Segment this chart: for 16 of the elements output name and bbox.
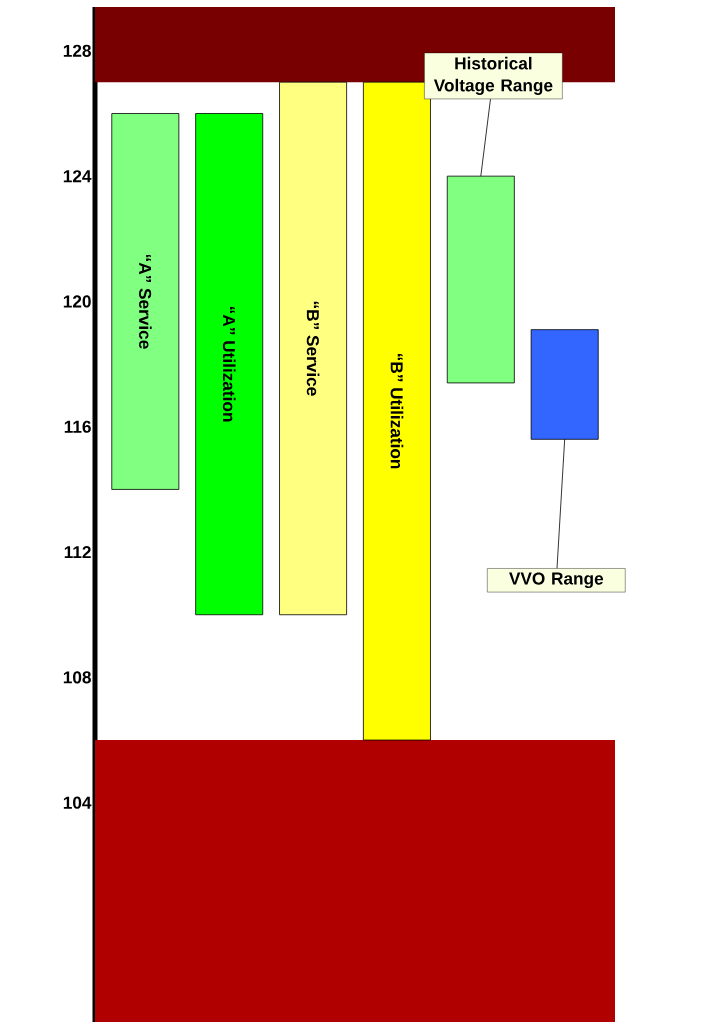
x-tick-label: “B” Utilization xyxy=(390,354,404,469)
y-tick-label: 116 xyxy=(64,420,91,433)
y-tick-label: 108 xyxy=(63,671,91,684)
x-tick-label: “A” Service xyxy=(139,254,152,349)
annotation: VVO Range xyxy=(509,572,604,589)
annotation: Historical Voltage Range xyxy=(433,56,553,95)
y-tick-label: 104 xyxy=(63,796,92,809)
y-tick-label: 112 xyxy=(64,546,91,559)
y-tick-label: 128 xyxy=(63,44,91,57)
y-tick-label: 124 xyxy=(63,170,92,183)
x-tick-label: “B” Service xyxy=(306,301,320,396)
bar xyxy=(111,113,180,490)
y-tick-label: 120 xyxy=(63,295,91,308)
bar xyxy=(279,81,348,616)
bar xyxy=(195,113,264,616)
x-tick-label: “A” Utilization xyxy=(222,307,236,422)
